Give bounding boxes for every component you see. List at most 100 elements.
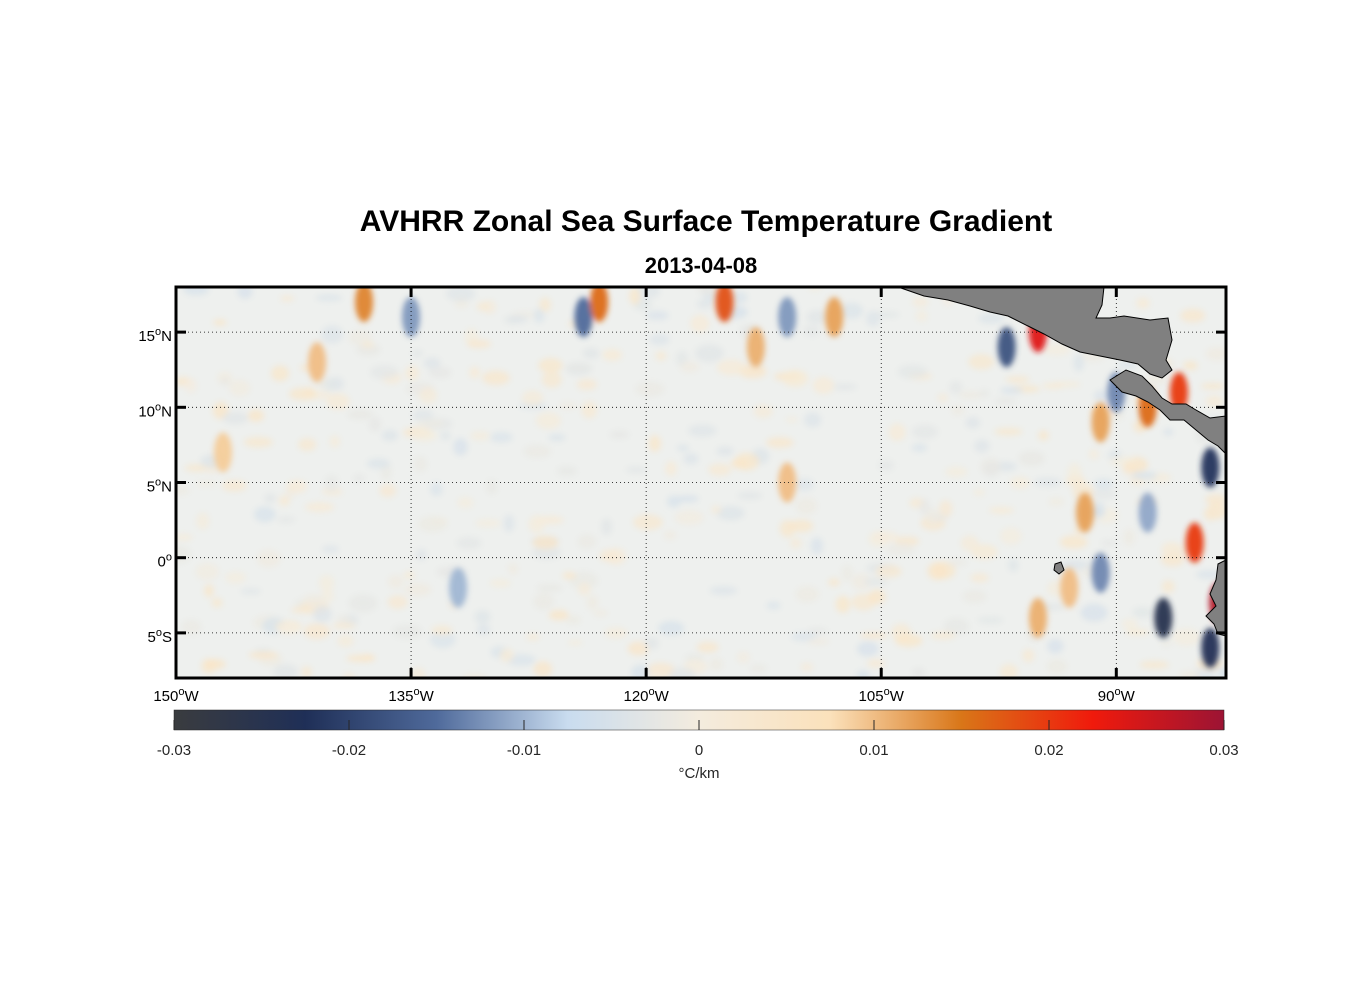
- texture-blob: [915, 310, 928, 322]
- gradient-feature: [449, 567, 468, 608]
- texture-blob: [1179, 670, 1201, 678]
- texture-blob: [301, 666, 312, 678]
- texture-blob: [315, 294, 343, 302]
- texture-blob: [1101, 540, 1117, 547]
- texture-blob: [646, 310, 669, 321]
- texture-blob: [305, 501, 335, 513]
- texture-blob: [648, 435, 662, 452]
- texture-blob: [680, 361, 700, 373]
- texture-blob: [663, 530, 677, 540]
- texture-blob: [835, 595, 851, 613]
- colorbar-tick-label: 0: [695, 742, 703, 759]
- texture-blob: [412, 409, 434, 422]
- texture-blob: [674, 510, 704, 526]
- texture-blob: [973, 488, 985, 497]
- texture-blob: [581, 401, 597, 419]
- texture-blob: [415, 548, 427, 561]
- texture-blob: [939, 500, 953, 518]
- texture-blob: [785, 416, 798, 423]
- texture-blob: [1093, 478, 1114, 490]
- texture-blob: [980, 458, 1001, 476]
- texture-blob: [243, 436, 273, 448]
- texture-blob: [489, 578, 512, 588]
- texture-blob: [803, 325, 820, 336]
- texture-blob: [1046, 659, 1068, 674]
- gradient-feature: [355, 287, 374, 323]
- texture-blob: [716, 446, 734, 456]
- texture-blob: [541, 371, 562, 388]
- texture-blob: [962, 590, 987, 603]
- texture-blob: [428, 366, 452, 379]
- texture-blob: [633, 514, 663, 531]
- gradient-feature: [1060, 567, 1079, 608]
- texture-blob: [951, 405, 965, 416]
- texture-blob: [1139, 660, 1170, 669]
- texture-blob: [609, 430, 629, 439]
- colorbar-label: °C/km: [679, 765, 720, 782]
- texture-blob: [521, 390, 544, 406]
- texture-blob: [626, 466, 647, 474]
- texture-blob: [476, 624, 491, 636]
- texture-blob: [222, 411, 249, 425]
- texture-blob: [182, 287, 210, 296]
- texture-blob: [749, 664, 767, 673]
- texture-blob: [196, 512, 210, 530]
- texture-blob: [567, 639, 583, 646]
- texture-blob: [256, 549, 281, 568]
- land-mexico: [897, 287, 1173, 379]
- texture-blob: [431, 625, 453, 636]
- texture-blob: [506, 654, 536, 666]
- y-tick-label: 10oN: [138, 401, 172, 420]
- texture-blob: [994, 397, 1017, 406]
- texture-blob: [332, 622, 356, 629]
- texture-blob: [958, 390, 983, 400]
- gradient-feature: [997, 327, 1016, 368]
- texture-blob: [1067, 463, 1082, 481]
- texture-blob: [930, 631, 956, 640]
- texture-blob: [569, 571, 598, 590]
- gradient-feature: [590, 287, 609, 323]
- texture-blob: [800, 662, 814, 672]
- texture-blob: [977, 616, 1004, 624]
- texture-blob: [1131, 471, 1158, 480]
- gradient-feature: [1075, 492, 1094, 533]
- texture-blob: [697, 298, 713, 309]
- texture-blob: [1161, 552, 1185, 567]
- texture-blob: [859, 632, 888, 639]
- texture-blob: [470, 431, 491, 441]
- texture-blob: [1010, 476, 1030, 489]
- texture-blob: [532, 535, 559, 550]
- texture-blob: [1217, 666, 1226, 678]
- texture-blob: [781, 369, 809, 388]
- y-tick-label: 0o: [158, 552, 172, 571]
- texture-blob: [1008, 558, 1019, 572]
- texture-blob: [337, 634, 354, 648]
- texture-blob: [586, 595, 599, 610]
- texture-blob: [381, 429, 398, 442]
- texture-blob: [636, 287, 661, 299]
- colorbar-ticks: -0.03 -0.02 -0.01 0 0.01 0.02 0.03: [157, 720, 1239, 759]
- gradient-feature: [778, 462, 797, 503]
- texture-blob: [322, 545, 339, 553]
- texture-blob: [499, 648, 514, 662]
- sst-gradient-texture: [176, 287, 1226, 678]
- texture-blob: [945, 466, 968, 478]
- texture-blob: [221, 479, 247, 492]
- texture-blob: [868, 589, 886, 605]
- texture-blob: [937, 393, 949, 403]
- texture-blob: [888, 423, 906, 442]
- texture-blob: [709, 657, 724, 672]
- texture-blob: [999, 527, 1022, 545]
- texture-blob: [606, 548, 627, 565]
- texture-blob: [766, 601, 781, 610]
- texture-blob: [176, 533, 193, 541]
- x-tick-label: 105oW: [859, 686, 905, 705]
- texture-blob: [582, 347, 600, 359]
- texture-blob: [413, 456, 427, 472]
- land-masses: [897, 287, 1226, 637]
- texture-blob: [181, 619, 202, 635]
- texture-blob: [897, 364, 928, 379]
- texture-blob: [318, 574, 335, 592]
- texture-blob: [277, 516, 295, 523]
- texture-blob: [205, 658, 226, 670]
